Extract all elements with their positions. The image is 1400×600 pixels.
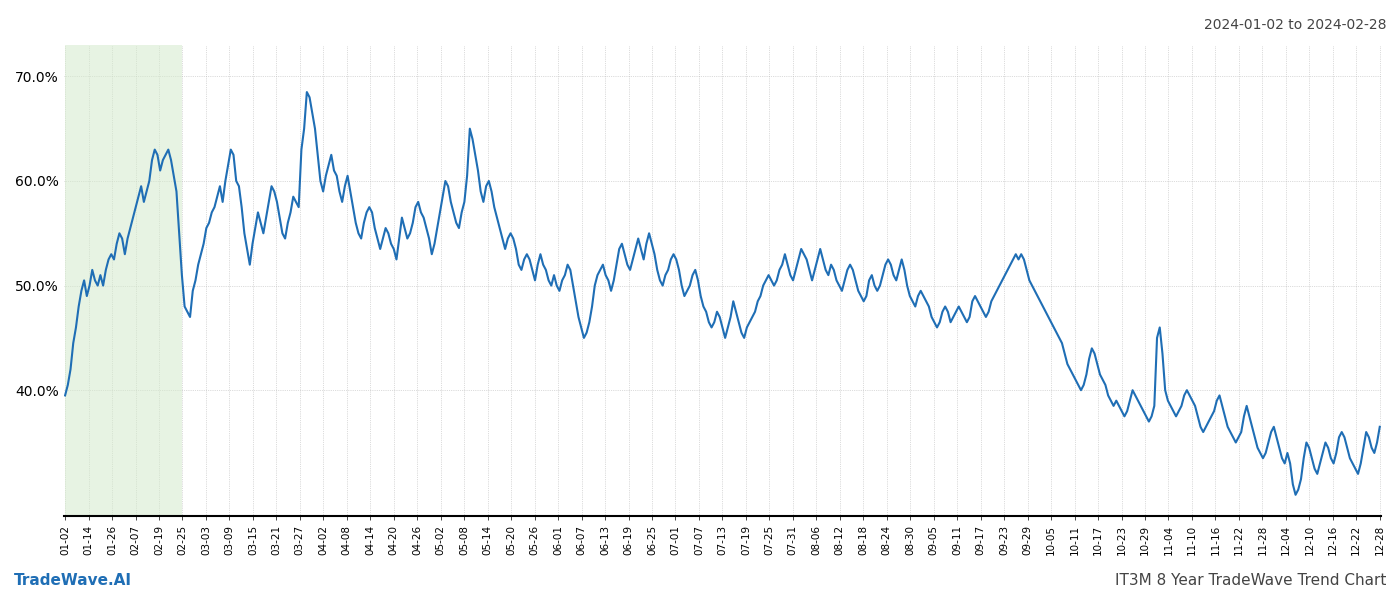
Text: IT3M 8 Year TradeWave Trend Chart: IT3M 8 Year TradeWave Trend Chart [1114, 573, 1386, 588]
Text: 2024-01-02 to 2024-02-28: 2024-01-02 to 2024-02-28 [1204, 18, 1386, 32]
Text: TradeWave.AI: TradeWave.AI [14, 573, 132, 588]
Bar [64, 45, 182, 516]
